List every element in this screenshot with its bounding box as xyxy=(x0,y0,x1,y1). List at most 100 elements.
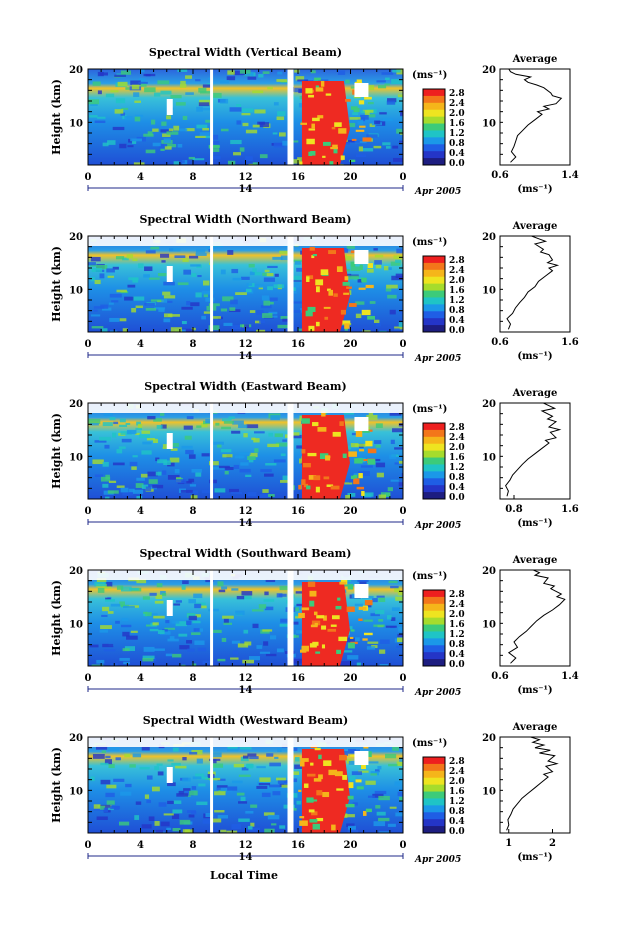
heatmap-cell xyxy=(122,648,130,652)
heatmap-cell xyxy=(141,450,152,455)
heatmap-cell xyxy=(289,310,302,313)
heatmap-cell xyxy=(317,115,324,119)
heatmap-cell xyxy=(264,473,274,477)
heatmap-cell xyxy=(245,288,252,293)
heatmap-cell xyxy=(348,478,357,483)
heatmap-cell xyxy=(120,586,132,592)
colorbar-tick-label: 1.2 xyxy=(449,129,465,139)
heatmap-cell xyxy=(359,125,366,128)
heatmap-cell xyxy=(309,590,317,597)
heatmap-cell xyxy=(174,469,180,474)
heatmap-cell xyxy=(280,453,286,457)
heatmap-cell xyxy=(208,325,220,331)
heatmap-cell xyxy=(301,479,306,485)
profile-frame xyxy=(499,736,571,834)
heatmap-cell xyxy=(345,803,355,808)
heatmap-cell xyxy=(300,122,308,125)
heatmap-cell xyxy=(198,87,207,93)
heatmap-cell xyxy=(212,752,222,758)
heatmap-cell xyxy=(398,460,403,464)
heatmap-cell xyxy=(189,790,198,796)
heatmap-cell xyxy=(103,807,109,812)
heatmap-cell xyxy=(211,818,222,823)
heatmap-cell xyxy=(191,273,197,277)
heatmap-cell xyxy=(382,142,391,146)
heatmap-cell xyxy=(152,142,161,147)
heatmap-cell xyxy=(173,161,180,165)
x-tick-label: 16 xyxy=(291,339,305,350)
heatmap-cell xyxy=(308,475,317,480)
heatmap-cell xyxy=(236,120,242,125)
heatmap-cell xyxy=(165,619,170,624)
x-tick-label: 0 xyxy=(85,172,92,183)
heatmap-cell xyxy=(94,120,106,123)
heatmap-cell xyxy=(104,444,110,449)
heatmap-cell xyxy=(350,106,358,110)
x-tick-label: 12 xyxy=(239,506,253,517)
heatmap-cell xyxy=(350,250,355,254)
heatmap-cell xyxy=(215,422,220,426)
heatmap-cell xyxy=(102,142,109,147)
heatmap-cell xyxy=(158,307,165,312)
heatmap-cell xyxy=(102,422,113,427)
heatmap-cell xyxy=(113,421,119,425)
heatmap-cell xyxy=(360,114,369,120)
data-gap xyxy=(287,403,294,499)
heatmap-cell xyxy=(272,132,278,135)
heatmap-cell xyxy=(259,154,268,159)
heatmap-cell xyxy=(118,446,126,449)
heatmap-cell xyxy=(390,479,399,482)
heatmap-cell xyxy=(119,418,126,423)
heatmap-cell xyxy=(321,644,326,649)
profile-y-tick-label: 10 xyxy=(482,452,496,463)
heatmap-cell xyxy=(247,491,257,497)
colorbar-frame xyxy=(422,88,446,166)
heatmap-cell xyxy=(241,767,249,771)
heatmap-cell xyxy=(107,140,116,145)
heatmap-cell xyxy=(289,747,298,751)
heatmap-cell xyxy=(126,429,137,435)
heatmap-cell xyxy=(293,771,300,775)
x-tick-label: 0 xyxy=(400,172,407,183)
heatmap-cell xyxy=(109,330,118,332)
heatmap-cell xyxy=(175,765,187,769)
heatmap-cell xyxy=(340,309,346,315)
heatmap-cell xyxy=(384,266,389,271)
heatmap-cell xyxy=(346,823,355,827)
heatmap-cell xyxy=(129,764,136,768)
heatmap-cell xyxy=(108,480,117,483)
heatmap-cell xyxy=(134,114,144,118)
heatmap-cell xyxy=(397,637,403,643)
heatmap-cell xyxy=(178,790,185,795)
heatmap-cell xyxy=(262,629,273,632)
colorbar-swatch xyxy=(423,137,445,145)
data-gap xyxy=(166,266,173,282)
heatmap-cell xyxy=(355,431,363,437)
heatmap-cell xyxy=(241,108,254,113)
heatmap-cell xyxy=(159,631,171,635)
heatmap-cell xyxy=(348,782,354,789)
heatmap-cell xyxy=(323,306,331,309)
heatmap-cell xyxy=(132,258,138,262)
heatmap-cell xyxy=(358,287,366,290)
heatmap-cell xyxy=(164,146,172,150)
heatmap-cell xyxy=(150,299,162,302)
y-tick-label: 10 xyxy=(69,452,83,463)
heatmap-cell xyxy=(186,620,192,625)
heatmap-cell xyxy=(99,436,111,441)
colorbar-swatch xyxy=(423,617,445,626)
heatmap-cell xyxy=(203,280,210,286)
heatmap-cell xyxy=(182,757,187,761)
heatmap-cell xyxy=(276,116,285,121)
heatmap-cell xyxy=(187,648,195,652)
heatmap-cell xyxy=(367,761,379,764)
heatmap-cell xyxy=(230,330,242,332)
heatmap-cell xyxy=(166,115,172,120)
data-gap xyxy=(287,570,294,666)
heatmap-cell xyxy=(263,277,276,282)
heatmap-cell xyxy=(363,746,369,749)
heatmap-cell xyxy=(116,585,124,590)
colorbar-tick-label: 0.8 xyxy=(449,473,465,483)
heatmap-cell xyxy=(90,776,95,782)
heatmap-cell xyxy=(353,107,360,113)
